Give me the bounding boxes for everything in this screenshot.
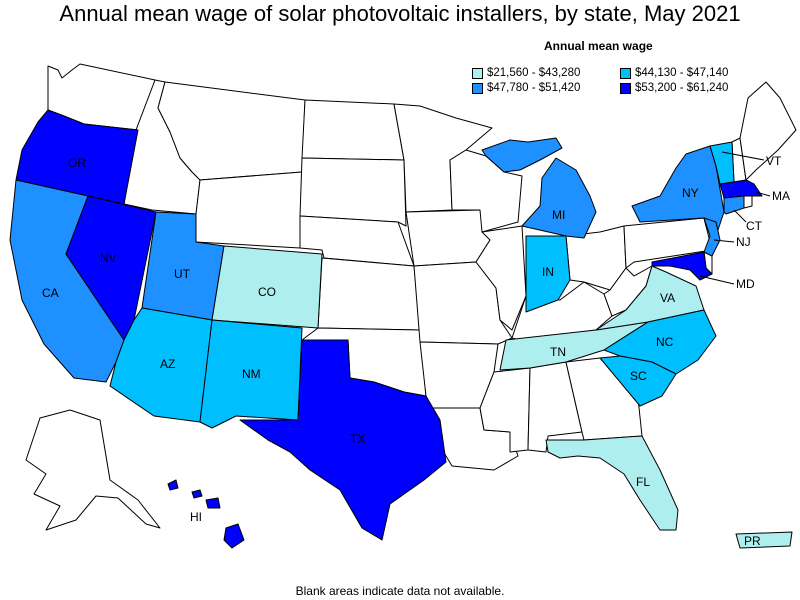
legend-item-tier2: $44,130 - $47,140 bbox=[620, 67, 728, 79]
leader-ma bbox=[755, 191, 771, 197]
label-PR: PR bbox=[744, 534, 761, 548]
label-TN: TN bbox=[550, 345, 566, 359]
label-NM: NM bbox=[242, 367, 261, 381]
label-TX: TX bbox=[350, 432, 365, 446]
label-CA: CA bbox=[42, 286, 59, 300]
label-UT: UT bbox=[174, 267, 191, 281]
state-IN[interactable] bbox=[525, 235, 571, 313]
legend-swatch bbox=[620, 82, 631, 94]
map-title: Annual mean wage of solar photovoltaic i… bbox=[59, 1, 741, 26]
label-MD: MD bbox=[736, 277, 755, 291]
state-RI[interactable] bbox=[743, 195, 753, 209]
state-IL[interactable] bbox=[475, 225, 527, 331]
leader-ct bbox=[733, 209, 747, 223]
state-TX[interactable] bbox=[239, 339, 447, 541]
leader-vt bbox=[721, 151, 765, 161]
state-ME[interactable] bbox=[739, 81, 797, 181]
state-NY[interactable] bbox=[631, 145, 725, 237]
state-MA[interactable] bbox=[719, 179, 763, 199]
leader-nj bbox=[713, 239, 735, 243]
state-SD[interactable] bbox=[299, 157, 407, 227]
label-MI: MI bbox=[552, 208, 565, 222]
state-MI[interactable] bbox=[521, 157, 597, 239]
label-VA: VA bbox=[660, 291, 675, 305]
state-HI[interactable] bbox=[167, 479, 245, 549]
legend-swatch bbox=[472, 82, 483, 94]
state-CT[interactable] bbox=[723, 195, 745, 215]
footnote: Blank areas indicate data not available. bbox=[295, 584, 505, 598]
label-CT: CT bbox=[746, 219, 763, 233]
state-KS[interactable] bbox=[317, 257, 421, 331]
state-WI[interactable] bbox=[449, 149, 523, 233]
label-NJ: NJ bbox=[736, 235, 751, 249]
legend-swatch bbox=[472, 67, 483, 79]
state-SC[interactable] bbox=[599, 355, 677, 407]
legend-label: $47,780 - $51,420 bbox=[487, 82, 581, 94]
legend-label: $21,560 - $43,280 bbox=[487, 67, 581, 79]
legend-item-tier3: $47,780 - $51,420 bbox=[472, 82, 580, 94]
state-FL[interactable] bbox=[545, 435, 679, 531]
label-FL: FL bbox=[636, 475, 650, 489]
label-CO: CO bbox=[258, 285, 276, 299]
state-ND[interactable] bbox=[301, 99, 405, 161]
label-VT: VT bbox=[766, 154, 782, 168]
label-SC: SC bbox=[630, 369, 647, 383]
label-MA: MA bbox=[772, 189, 790, 203]
leader-md bbox=[699, 275, 735, 285]
legend-label: $44,130 - $47,140 bbox=[635, 67, 729, 79]
legend-item-tier4: $53,200 - $61,240 bbox=[620, 82, 728, 94]
state-NJ[interactable] bbox=[703, 217, 721, 257]
state-WY[interactable] bbox=[195, 171, 303, 249]
state-IA[interactable] bbox=[405, 209, 491, 267]
label-OR: OR bbox=[68, 156, 86, 170]
legend-label: $53,200 - $61,240 bbox=[635, 82, 729, 94]
label-NC: NC bbox=[656, 335, 674, 349]
legend-item-tier1: $21,560 - $43,280 bbox=[472, 67, 580, 79]
state-NM[interactable] bbox=[199, 319, 303, 429]
state-AK[interactable] bbox=[25, 409, 161, 531]
legend-title: Annual mean wage bbox=[544, 39, 653, 53]
state-CO[interactable] bbox=[211, 245, 323, 329]
state-MI-upper[interactable] bbox=[481, 137, 563, 173]
label-AZ: AZ bbox=[160, 357, 175, 371]
label-HI: HI bbox=[190, 510, 202, 524]
state-MD[interactable] bbox=[651, 251, 713, 281]
state-PR[interactable] bbox=[735, 531, 793, 549]
label-IN: IN bbox=[542, 265, 554, 279]
label-NY: NY bbox=[682, 186, 699, 200]
label-NV: NV bbox=[100, 251, 117, 265]
legend-swatch bbox=[620, 67, 631, 79]
